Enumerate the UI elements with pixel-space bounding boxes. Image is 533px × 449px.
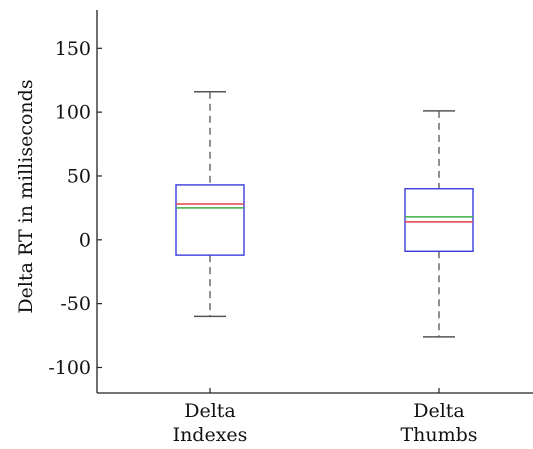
iqr-box: [175, 184, 245, 256]
y-tick-label: 100: [55, 102, 91, 124]
box-2: [404, 110, 474, 338]
category-label: Delta Indexes: [173, 400, 248, 446]
box-1: [175, 90, 245, 318]
category-label-line: Thumbs: [400, 424, 477, 446]
y-tick-label: -100: [48, 357, 91, 379]
iqr-box: [404, 188, 474, 252]
boxes: [175, 90, 474, 338]
y-tick-label: -50: [60, 293, 91, 315]
y-axis-label: Delta RT in milliseconds: [15, 79, 37, 313]
y-tick-label: 0: [79, 229, 91, 251]
y-tick-label: 150: [55, 38, 91, 60]
category-label-line: Indexes: [173, 424, 248, 446]
y-ticks: 150 100 50 0 -50 -100: [48, 38, 440, 393]
category-label-line: Delta: [184, 400, 236, 422]
y-tick-label: 50: [67, 165, 91, 187]
category-label-line: Delta: [413, 400, 465, 422]
category-label: Delta Thumbs: [400, 400, 477, 446]
